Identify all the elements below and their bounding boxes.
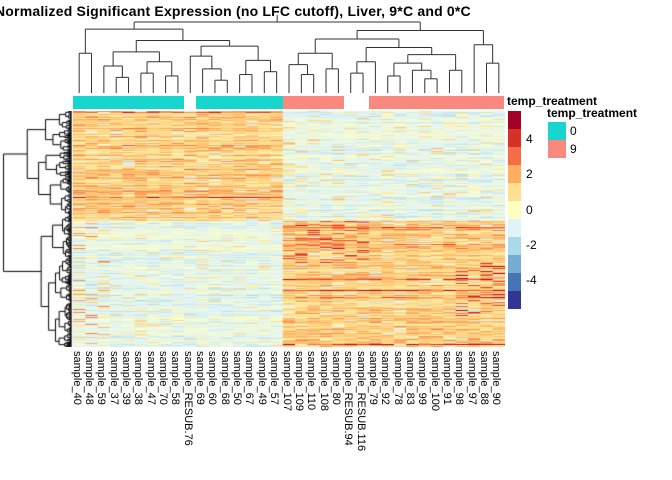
annotation-legend-title: temp_treatment [547, 106, 638, 120]
column-label: sample_37 [107, 351, 120, 405]
column-label: sample_79 [366, 351, 379, 405]
annotation-cell [208, 96, 221, 109]
scale-color-block [508, 165, 521, 183]
scale-color-block [508, 291, 521, 309]
annotation-cell [257, 96, 271, 109]
scale-color-block [508, 219, 521, 237]
column-label: sample_58 [169, 351, 182, 405]
column-label: sample_38 [132, 351, 145, 405]
annotation-cell [233, 96, 246, 109]
annotation-cell [331, 96, 345, 109]
column-label: sample_RESUB.76 [181, 351, 194, 446]
annotation-cell [492, 96, 505, 109]
column-label: sample_99 [416, 351, 429, 405]
column-label: sample_49 [255, 351, 268, 405]
scale-tick-label: 2 [526, 167, 533, 182]
legend-swatch [548, 140, 566, 158]
column-label: sample_78 [391, 351, 404, 405]
heatmap-body [73, 111, 505, 347]
scale-color-block [508, 183, 521, 201]
column-label: sample_83 [403, 351, 416, 405]
annotation-cell [97, 96, 110, 109]
annotation-cell [196, 96, 209, 109]
annotation-cell [146, 96, 160, 109]
scale-color-block [508, 255, 521, 273]
annotation-cell [442, 96, 456, 109]
column-label: sample_47 [144, 351, 157, 405]
column-label: sample_100 [428, 351, 441, 411]
annotation-cell [109, 96, 123, 109]
annotation-cell [467, 96, 480, 109]
scale-color-block [508, 111, 521, 129]
legend-swatch [548, 122, 566, 140]
column-label: sample_RESUB.116 [354, 351, 367, 452]
annotation-track-label: temp_treatment [507, 94, 598, 108]
annotation-cell [171, 96, 184, 109]
scale-color-block [508, 147, 521, 165]
column-label: sample_97 [465, 351, 478, 405]
column-label: sample_57 [268, 351, 281, 405]
annotation-cell [430, 96, 443, 109]
column-label: sample_70 [157, 351, 170, 405]
column-label: sample_92 [379, 351, 392, 405]
scale-tick-label: -2 [526, 237, 537, 252]
annotation-cell [245, 96, 258, 109]
scale-tick-label: 0 [526, 202, 533, 217]
row-dendrogram [0, 111, 73, 347]
column-label: sample_59 [95, 351, 108, 405]
annotation-cell [319, 96, 332, 109]
column-label: sample_110 [305, 351, 318, 411]
column-dendrogram [78, 15, 500, 93]
column-label: sample_90 [490, 351, 503, 405]
annotation-cell [393, 96, 406, 109]
annotation-cell [381, 96, 394, 109]
column-label: sample_48 [83, 351, 95, 405]
column-label: sample_RESUB.94 [342, 351, 355, 446]
column-label: sample_109 [292, 351, 305, 411]
annotation-cell [122, 96, 135, 109]
column-label: sample_60 [206, 351, 219, 405]
annotation-cell [282, 96, 295, 109]
scale-tick-label: 4 [526, 131, 533, 146]
scale-color-block [508, 273, 521, 291]
column-label: sample_107 [280, 351, 293, 411]
column-label: sample_68 [218, 351, 231, 405]
scale-color-block [508, 237, 521, 255]
column-label: sample_67 [243, 351, 256, 405]
annotation-cell [356, 96, 369, 109]
scale-color-block [508, 129, 521, 147]
column-annotation-bar [73, 96, 505, 109]
annotation-cell [159, 96, 172, 109]
annotation-cell [294, 96, 308, 109]
annotation-cell [368, 96, 382, 109]
scale-tick-label: -4 [526, 273, 537, 288]
legend-entry-label: 9 [570, 142, 577, 156]
column-label: sample_108 [317, 351, 330, 411]
column-label: sample_88 [477, 351, 490, 405]
annotation-cell [183, 96, 197, 109]
column-label: sample_80 [329, 351, 342, 405]
annotation-cell [405, 96, 419, 109]
column-label: sample_91 [440, 351, 453, 405]
annotation-cell [455, 96, 468, 109]
annotation-cell [73, 96, 86, 109]
annotation-cell [307, 96, 320, 109]
annotation-cell [220, 96, 234, 109]
annotation-cell [85, 96, 98, 109]
annotation-cell [134, 96, 147, 109]
annotation-cell [270, 96, 283, 109]
annotation-cell [344, 96, 357, 109]
color-scale-legend [508, 111, 521, 309]
annotation-cell [418, 96, 431, 109]
column-label: sample_50 [231, 351, 244, 405]
annotation-cell [479, 96, 493, 109]
column-label: sample_69 [194, 351, 207, 405]
column-label: sample_39 [120, 351, 133, 405]
column-label: sample_40 [70, 351, 83, 405]
plot-title: Normalized Significant Expression (no LF… [0, 3, 471, 19]
legend-entry-label: 0 [570, 124, 577, 138]
scale-color-block [508, 201, 521, 219]
column-label: sample_98 [453, 351, 466, 405]
